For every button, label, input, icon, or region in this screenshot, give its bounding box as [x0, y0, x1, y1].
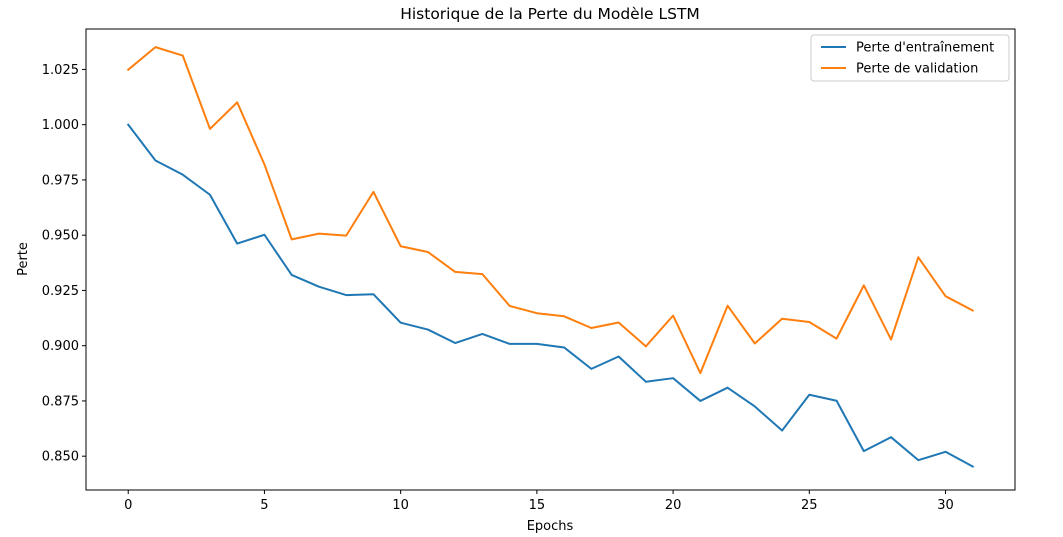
legend-box	[810, 34, 1010, 82]
legend-label-2: Perte de validation	[856, 62, 978, 77]
y-tick-label: 0.850	[42, 450, 79, 465]
x-tick-label: 0	[124, 498, 132, 513]
x-axis-ticks: 0 5 10 15 20 25 30	[124, 490, 954, 513]
legend: Perte d'entraînement Perte de validation	[810, 34, 1010, 82]
x-tick-label: 15	[529, 498, 546, 513]
plot-frame	[85, 28, 1016, 491]
x-tick-label: 5	[260, 498, 268, 513]
series-line-1	[126, 123, 975, 468]
y-tick-label: 0.925	[42, 284, 79, 299]
plot-lines	[126, 46, 975, 468]
y-tick-label: 0.900	[42, 339, 79, 354]
y-axis-label: Perte	[16, 242, 31, 276]
y-tick-label: 0.950	[42, 229, 79, 244]
x-tick-label: 20	[665, 498, 682, 513]
chart-title: Historique de la Perte du Modèle LSTM	[400, 5, 700, 23]
x-tick-label: 10	[392, 498, 409, 513]
x-tick-label: 30	[937, 498, 954, 513]
y-tick-label: 1.025	[42, 63, 79, 78]
x-axis-label: Epochs	[527, 519, 574, 534]
y-tick-label: 0.975	[42, 173, 79, 188]
series-line-2	[126, 46, 975, 375]
y-axis-ticks: 0.850 0.875 0.900 0.925 0.950 0.975 1.000 1.025	[42, 63, 86, 465]
y-tick-label: 1.000	[42, 118, 79, 133]
y-tick-label: 0.875	[42, 394, 79, 409]
x-tick-label: 25	[801, 498, 818, 513]
legend-label-1: Perte d'entraînement	[856, 41, 994, 56]
